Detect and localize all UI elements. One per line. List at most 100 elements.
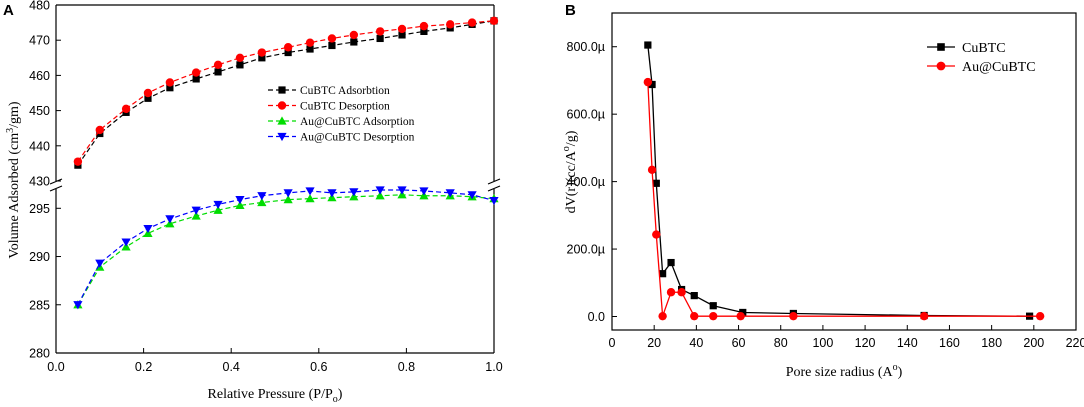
panel-a: A 0.0 0.2 0.4 0.6 0.8 1.0 430 440 450 460 470 480 2…	[3, 0, 503, 405]
panel-b-y-tick-label: 600.0µ	[567, 108, 605, 122]
panel-a-x-tick-label: 0.0	[47, 360, 64, 374]
panel-b-y-ticks: 0.0 200.0µ 400.0µ 600.0µ 800.0µ	[567, 40, 617, 324]
panel-b-x-tick-label: 220	[1066, 336, 1084, 350]
panel-b-series-2-point	[643, 77, 653, 87]
panel-a-series-4-point	[467, 191, 477, 200]
panel-a-y-ticks: 430 440 450 460 470 480 280 285 290 295	[29, 0, 61, 361]
panel-a-x-tick-label: 0.4	[223, 360, 240, 374]
panel-b-series-1-point	[659, 270, 667, 278]
panel-a-series-1-point	[258, 54, 266, 62]
panel-a-series-4-point	[375, 186, 385, 195]
panel-a-y-tick-label: 460	[29, 69, 50, 83]
panel-b-series-1-point	[648, 80, 656, 89]
panel-a-series-1-point	[236, 61, 244, 69]
panel-a-series-4-point	[489, 196, 499, 206]
panel-b-legend-label: CuBTC	[962, 41, 1006, 56]
panel-a-series-1-point	[376, 34, 384, 43]
panel-b-series-1-point	[709, 302, 717, 310]
panel-b-label: B	[565, 2, 576, 19]
panel-b-legend: CuBTC Au@CuBTC	[927, 41, 1036, 75]
panel-b-x-tick-label: 40	[689, 336, 703, 350]
panel-a-series-line-1	[77, 20, 495, 166]
panel-a-y-tick-label: 440	[29, 139, 50, 153]
panel-a-label: A	[3, 2, 14, 19]
panel-a-series-4-point	[73, 301, 83, 310]
panel-a-break-mark-right-2	[487, 185, 501, 192]
panel-a-series-1-point	[166, 84, 174, 92]
panel-b-x-tick-label: 180	[981, 336, 1002, 350]
panel-a-series-3-point	[235, 200, 245, 209]
panel-b-series-2-point	[789, 311, 798, 321]
panel-b-x-tick-label: 160	[939, 336, 960, 350]
panel-a-series-2-point	[419, 21, 429, 31]
panel-a-series-4-point	[419, 187, 429, 196]
panel-b-y-tick-label: 0.0	[588, 310, 605, 324]
panel-a-x-tick-label: 0.6	[310, 360, 327, 374]
panel-b-series-1-point	[644, 41, 652, 49]
panel-a-series-2-point	[349, 30, 359, 40]
panel-a-break-mark-right-1	[487, 178, 501, 185]
panel-a-y-axis-label: Volume Adsorbed (cm3/gm)	[5, 101, 22, 259]
panel-b-series-line-2	[647, 82, 1041, 317]
panel-b-series-1-point	[739, 308, 747, 317]
panel-b-series-2-point	[652, 230, 661, 239]
panel-a-series-4-point	[349, 188, 359, 197]
panel-a-series	[73, 16, 499, 310]
panel-a-y-tick-label: 290	[29, 250, 50, 264]
panel-b-series-2-point	[690, 311, 699, 321]
panel-a-x-tick-label: 0.2	[135, 360, 152, 374]
panel-a-legend-label: CuBTC Desorption	[300, 101, 390, 113]
panel-a-y-tick-label: 280	[29, 347, 50, 361]
panel-a-y-tick-label: 295	[29, 202, 50, 216]
panel-a-series-1-point	[398, 31, 406, 39]
panel-a-legend: CuBTC Adsorbtion CuBTC Desorption Au@CuBTC…	[268, 85, 415, 144]
panel-a-series-4-point	[95, 259, 105, 268]
panel-a-series-3-point	[191, 211, 201, 220]
panel-b-series-1-point	[690, 292, 698, 300]
panel-b-legend-label: Au@CuBTC	[962, 60, 1036, 75]
panel-b-x-tick-label: 200	[1023, 336, 1044, 350]
panel-b-series-2-point	[1035, 311, 1045, 321]
panel-a-series-4-point	[191, 206, 201, 215]
panel-a-series-4-point	[165, 215, 175, 224]
panel-a-x-axis-label: Relative Pressure (P/Po)	[208, 387, 343, 405]
panel-a-series-line-3	[77, 194, 495, 306]
panel-a-series-4-point	[305, 187, 315, 196]
panel-a-series-2-point	[446, 20, 455, 29]
panel-b-x-axis-label: Pore size radius (Ao)	[786, 362, 903, 380]
panel-b-series-2-point	[666, 288, 676, 297]
panel-b-series-2-point	[709, 311, 718, 321]
panel-a-series-2-point	[257, 48, 267, 57]
panel-b-x-tick-label: 100	[812, 336, 833, 350]
panel-a-y-tick-label: 450	[29, 104, 50, 118]
panel-b-series-2-point	[919, 311, 929, 321]
panel-b-x-ticks: 0 20 40 60 80 100 120 140 160 180 200 220	[609, 325, 1084, 350]
panel-a-series-2-point	[165, 78, 175, 87]
panel-a-legend-marker	[277, 101, 287, 110]
panel-a-series-4-point	[327, 189, 337, 198]
panel-a-legend-label: Au@CuBTC Adsorption	[300, 116, 415, 128]
panel-a-series-4-point	[283, 189, 293, 198]
panel-a-series-4-point	[257, 192, 267, 201]
panel-a-legend-marker	[278, 86, 286, 94]
panel-b-series-2-point	[658, 311, 667, 321]
panel-a-series-3-point	[375, 191, 385, 200]
panel-b-x-tick-label: 140	[897, 336, 918, 350]
panel-a-series-1-point	[328, 41, 336, 50]
panel-a-x-tick-label: 0.8	[398, 360, 415, 374]
panel-b-legend-marker	[937, 43, 945, 51]
panel-a-series-3-point	[283, 195, 293, 204]
panel-a-x-tick-label: 1.0	[485, 360, 502, 374]
panel-a-series-2-point	[489, 16, 499, 26]
panel-a-series-line-2	[77, 20, 495, 162]
panel-b-series-2-point	[647, 165, 657, 175]
panel-a-series-3-point	[257, 197, 267, 207]
panel-a-legend-label: CuBTC Adsorbtion	[300, 85, 390, 97]
panel-a-series-3-point	[213, 205, 223, 214]
panel-b-x-tick-label: 120	[855, 336, 876, 350]
panel-a-series-2-point	[213, 60, 223, 70]
panel-b-legend-marker	[936, 61, 946, 71]
panel-a-series-2-point	[305, 38, 315, 47]
panel-a-legend-marker	[277, 132, 287, 142]
